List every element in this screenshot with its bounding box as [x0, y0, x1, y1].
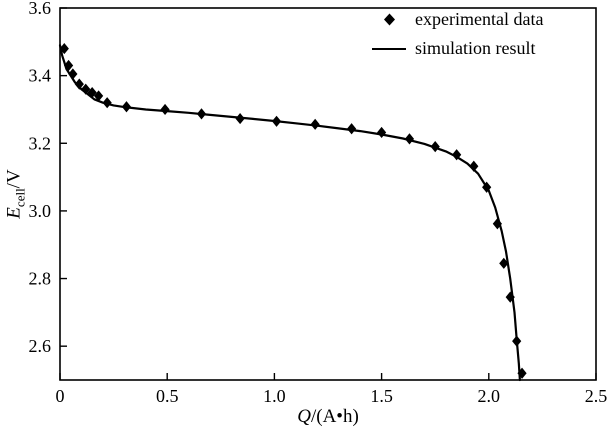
x-axis-label: Q/(A•h) [297, 406, 359, 428]
experimental-data-point [87, 86, 97, 99]
x-tick-label: 2.0 [478, 386, 501, 406]
legend: experimental data simulation result [372, 6, 543, 62]
line-marker-icon [372, 47, 406, 50]
experimental-data-point [68, 68, 78, 80]
y-tick-label: 3.0 [29, 201, 52, 221]
x-axis-unit: /(A•h) [310, 406, 359, 427]
experimental-data-point [505, 291, 515, 303]
x-tick-label: 1.5 [370, 386, 393, 406]
experimental-data-point [310, 118, 320, 130]
y-axis-variable: E [3, 207, 25, 219]
y-tick-label: 3.4 [29, 66, 52, 86]
legend-item-simulation: simulation result [372, 35, 543, 62]
experimental-data-point [377, 126, 387, 139]
y-axis-unit: /V [3, 169, 25, 189]
simulation-line [58, 44, 521, 382]
y-tick-label: 2.6 [29, 336, 52, 356]
y-axis-label: Ecell/V [4, 169, 29, 218]
legend-item-experimental: experimental data [372, 6, 543, 33]
x-axis-variable: Q [297, 406, 311, 427]
x-tick-label: 0 [56, 386, 65, 406]
experimental-data-point [469, 160, 479, 172]
experimental-data-point [59, 42, 69, 55]
experimental-data-point [492, 218, 502, 230]
experimental-data-point [517, 367, 527, 379]
y-tick-label: 2.8 [29, 269, 52, 289]
legend-label-simulation: simulation result [415, 38, 536, 58]
experimental-data-point [74, 78, 84, 90]
x-tick-label: 2.5 [585, 386, 608, 406]
experimental-data-point [160, 103, 170, 116]
experimental-data-point [346, 123, 357, 135]
x-tick-label: 1.0 [263, 386, 286, 406]
experimental-data-point [404, 133, 415, 145]
x-tick-label: 0.5 [156, 386, 179, 406]
experimental-data-point [93, 90, 104, 102]
experimental-data-point [499, 257, 509, 269]
diamond-marker-icon [372, 13, 406, 26]
y-tick-label: 3.6 [29, 0, 52, 18]
y-axis-subscript: cell [12, 188, 28, 208]
y-tick-label: 3.2 [29, 133, 52, 153]
legend-label-experimental: experimental data [415, 9, 544, 29]
